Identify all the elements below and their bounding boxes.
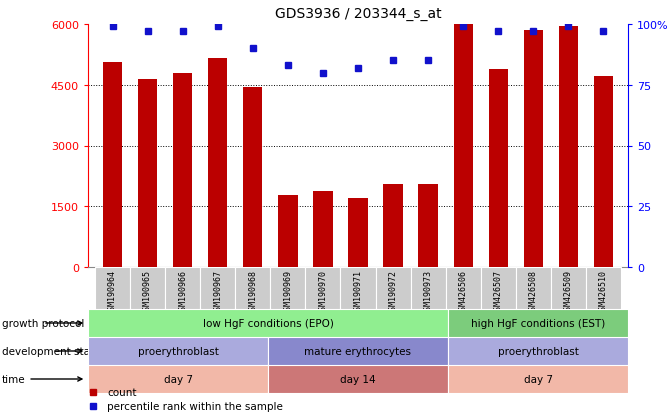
Bar <box>375 267 411 309</box>
Bar <box>448 365 628 393</box>
Text: time: time <box>2 374 82 384</box>
Bar <box>200 267 235 309</box>
Bar <box>383 185 403 267</box>
Text: GSM190967: GSM190967 <box>213 269 222 314</box>
Bar <box>448 337 628 365</box>
Bar <box>454 23 473 267</box>
Bar <box>340 267 375 309</box>
Bar <box>165 267 200 309</box>
Text: GSM190970: GSM190970 <box>318 269 328 314</box>
Bar <box>348 199 368 267</box>
Text: GSM190971: GSM190971 <box>354 269 362 314</box>
Text: GSM190966: GSM190966 <box>178 269 187 314</box>
Text: GSM426510: GSM426510 <box>599 269 608 314</box>
Text: mature erythrocytes: mature erythrocytes <box>304 346 411 356</box>
Bar <box>88 337 268 365</box>
Bar <box>270 267 306 309</box>
Bar <box>208 59 227 267</box>
Bar <box>88 309 448 337</box>
Bar <box>516 267 551 309</box>
Text: proerythroblast: proerythroblast <box>137 346 218 356</box>
Bar <box>419 185 438 267</box>
Bar <box>559 27 578 267</box>
Bar <box>173 74 192 267</box>
Bar <box>314 192 332 267</box>
Text: development stage: development stage <box>2 346 103 356</box>
Text: GSM190973: GSM190973 <box>423 269 433 314</box>
Bar <box>411 267 446 309</box>
Bar <box>306 267 340 309</box>
Bar <box>268 337 448 365</box>
Text: GSM426508: GSM426508 <box>529 269 538 314</box>
Text: growth protocol: growth protocol <box>2 318 84 328</box>
Text: GSM190964: GSM190964 <box>108 269 117 314</box>
Bar <box>594 77 613 267</box>
Text: GSM190969: GSM190969 <box>283 269 292 314</box>
Bar <box>88 365 268 393</box>
Bar <box>488 69 508 267</box>
Bar <box>586 267 621 309</box>
Bar <box>138 79 157 267</box>
Bar <box>448 309 628 337</box>
Bar <box>446 267 481 309</box>
Bar <box>268 365 448 393</box>
Bar <box>95 267 130 309</box>
Text: GSM190968: GSM190968 <box>249 269 257 314</box>
Text: GSM190972: GSM190972 <box>389 269 397 314</box>
Text: GSM426509: GSM426509 <box>564 269 573 314</box>
Bar <box>551 267 586 309</box>
Bar <box>130 267 165 309</box>
Title: GDS3936 / 203344_s_at: GDS3936 / 203344_s_at <box>275 7 442 21</box>
Bar <box>278 195 297 267</box>
Text: percentile rank within the sample: percentile rank within the sample <box>107 401 283 411</box>
Bar <box>103 63 122 267</box>
Text: GSM426507: GSM426507 <box>494 269 502 314</box>
Text: GSM190965: GSM190965 <box>143 269 152 314</box>
Bar <box>524 31 543 267</box>
Text: GSM426506: GSM426506 <box>459 269 468 314</box>
Text: low HgF conditions (EPO): low HgF conditions (EPO) <box>202 318 334 328</box>
Text: proerythroblast: proerythroblast <box>498 346 578 356</box>
Text: day 7: day 7 <box>523 374 553 384</box>
Text: count: count <box>107 387 137 397</box>
Text: day 14: day 14 <box>340 374 376 384</box>
Bar <box>243 88 263 267</box>
Text: day 7: day 7 <box>163 374 192 384</box>
Bar <box>481 267 516 309</box>
Bar <box>235 267 270 309</box>
Text: high HgF conditions (EST): high HgF conditions (EST) <box>471 318 605 328</box>
